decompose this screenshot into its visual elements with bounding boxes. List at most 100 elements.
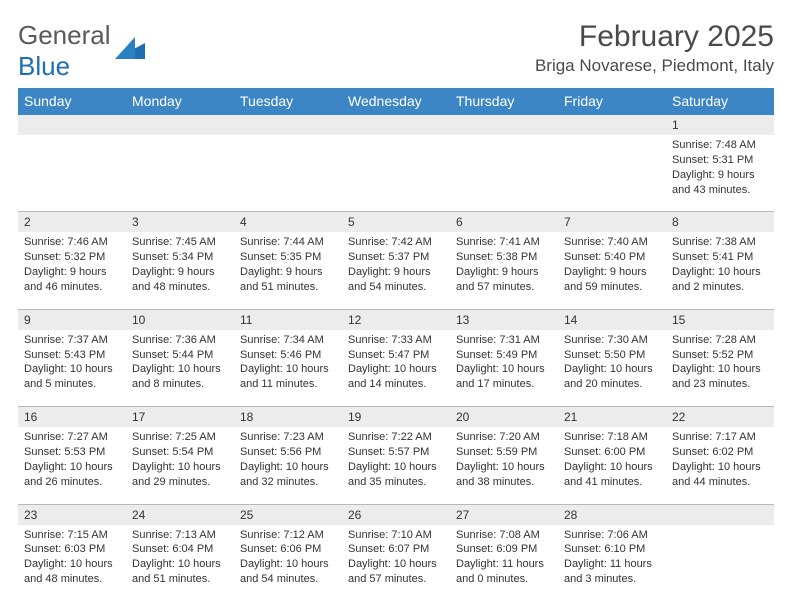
daylight-text: Daylight: 10 hours and 20 minutes. [564, 362, 660, 392]
sunset-text: Sunset: 5:46 PM [240, 348, 336, 363]
sunset-text: Sunset: 5:43 PM [24, 348, 120, 363]
day-number: 4 [234, 212, 342, 232]
calendar-cell [234, 115, 342, 212]
sunrise-text: Sunrise: 7:46 AM [24, 235, 120, 250]
calendar-cell: 11Sunrise: 7:34 AMSunset: 5:46 PMDayligh… [234, 309, 342, 406]
calendar-cell: 4Sunrise: 7:44 AMSunset: 5:35 PMDaylight… [234, 212, 342, 309]
day-number: 22 [666, 407, 774, 427]
day-body: Sunrise: 7:46 AMSunset: 5:32 PMDaylight:… [18, 232, 126, 308]
sunrise-text: Sunrise: 7:44 AM [240, 235, 336, 250]
daylight-text: Daylight: 10 hours and 32 minutes. [240, 460, 336, 490]
day-body: Sunrise: 7:34 AMSunset: 5:46 PMDaylight:… [234, 330, 342, 406]
day-number: 14 [558, 310, 666, 330]
daylight-text: Daylight: 10 hours and 5 minutes. [24, 362, 120, 392]
daylight-text: Daylight: 9 hours and 54 minutes. [348, 265, 444, 295]
day-number: 16 [18, 407, 126, 427]
daylight-text: Daylight: 9 hours and 51 minutes. [240, 265, 336, 295]
sunset-text: Sunset: 5:56 PM [240, 445, 336, 460]
sunrise-text: Sunrise: 7:34 AM [240, 333, 336, 348]
day-number: 26 [342, 505, 450, 525]
day-body: Sunrise: 7:15 AMSunset: 6:03 PMDaylight:… [18, 525, 126, 601]
day-body-empty [342, 135, 450, 191]
weekday-header: Saturday [666, 88, 774, 115]
sunset-text: Sunset: 5:35 PM [240, 250, 336, 265]
calendar-cell: 17Sunrise: 7:25 AMSunset: 5:54 PMDayligh… [126, 407, 234, 504]
day-number-empty [18, 115, 126, 135]
calendar-cell: 27Sunrise: 7:08 AMSunset: 6:09 PMDayligh… [450, 504, 558, 601]
day-body: Sunrise: 7:48 AMSunset: 5:31 PMDaylight:… [666, 135, 774, 211]
calendar-cell [342, 115, 450, 212]
day-body-empty [234, 135, 342, 191]
daylight-text: Daylight: 10 hours and 44 minutes. [672, 460, 768, 490]
calendar-cell: 18Sunrise: 7:23 AMSunset: 5:56 PMDayligh… [234, 407, 342, 504]
day-body: Sunrise: 7:31 AMSunset: 5:49 PMDaylight:… [450, 330, 558, 406]
sunrise-text: Sunrise: 7:33 AM [348, 333, 444, 348]
calendar-cell: 19Sunrise: 7:22 AMSunset: 5:57 PMDayligh… [342, 407, 450, 504]
calendar-cell: 5Sunrise: 7:42 AMSunset: 5:37 PMDaylight… [342, 212, 450, 309]
day-number: 3 [126, 212, 234, 232]
calendar-cell: 23Sunrise: 7:15 AMSunset: 6:03 PMDayligh… [18, 504, 126, 601]
day-body: Sunrise: 7:23 AMSunset: 5:56 PMDaylight:… [234, 427, 342, 503]
daylight-text: Daylight: 10 hours and 2 minutes. [672, 265, 768, 295]
sunrise-text: Sunrise: 7:36 AM [132, 333, 228, 348]
day-body: Sunrise: 7:42 AMSunset: 5:37 PMDaylight:… [342, 232, 450, 308]
day-body: Sunrise: 7:08 AMSunset: 6:09 PMDaylight:… [450, 525, 558, 601]
day-number-empty [234, 115, 342, 135]
day-number: 27 [450, 505, 558, 525]
day-body: Sunrise: 7:28 AMSunset: 5:52 PMDaylight:… [666, 330, 774, 406]
sunset-text: Sunset: 5:53 PM [24, 445, 120, 460]
calendar-table: SundayMondayTuesdayWednesdayThursdayFrid… [18, 88, 774, 601]
sunset-text: Sunset: 5:44 PM [132, 348, 228, 363]
daylight-text: Daylight: 9 hours and 48 minutes. [132, 265, 228, 295]
sunset-text: Sunset: 5:54 PM [132, 445, 228, 460]
sunrise-text: Sunrise: 7:18 AM [564, 430, 660, 445]
daylight-text: Daylight: 10 hours and 38 minutes. [456, 460, 552, 490]
daylight-text: Daylight: 10 hours and 26 minutes. [24, 460, 120, 490]
sunrise-text: Sunrise: 7:28 AM [672, 333, 768, 348]
calendar-cell: 8Sunrise: 7:38 AMSunset: 5:41 PMDaylight… [666, 212, 774, 309]
day-body: Sunrise: 7:37 AMSunset: 5:43 PMDaylight:… [18, 330, 126, 406]
day-body: Sunrise: 7:10 AMSunset: 6:07 PMDaylight:… [342, 525, 450, 601]
calendar-cell: 6Sunrise: 7:41 AMSunset: 5:38 PMDaylight… [450, 212, 558, 309]
daylight-text: Daylight: 10 hours and 17 minutes. [456, 362, 552, 392]
calendar-cell [126, 115, 234, 212]
calendar-cell: 13Sunrise: 7:31 AMSunset: 5:49 PMDayligh… [450, 309, 558, 406]
day-body: Sunrise: 7:30 AMSunset: 5:50 PMDaylight:… [558, 330, 666, 406]
sunset-text: Sunset: 5:59 PM [456, 445, 552, 460]
brand-text: General Blue [18, 20, 111, 82]
calendar-cell: 15Sunrise: 7:28 AMSunset: 5:52 PMDayligh… [666, 309, 774, 406]
weekday-header: Tuesday [234, 88, 342, 115]
calendar-cell: 1Sunrise: 7:48 AMSunset: 5:31 PMDaylight… [666, 115, 774, 212]
weekday-header: Monday [126, 88, 234, 115]
calendar-cell: 24Sunrise: 7:13 AMSunset: 6:04 PMDayligh… [126, 504, 234, 601]
brand-logo: General Blue [18, 20, 145, 82]
calendar-week-row: 16Sunrise: 7:27 AMSunset: 5:53 PMDayligh… [18, 407, 774, 504]
daylight-text: Daylight: 10 hours and 48 minutes. [24, 557, 120, 587]
sunset-text: Sunset: 5:47 PM [348, 348, 444, 363]
calendar-cell: 7Sunrise: 7:40 AMSunset: 5:40 PMDaylight… [558, 212, 666, 309]
location-subtitle: Briga Novarese, Piedmont, Italy [535, 56, 774, 76]
day-number: 1 [666, 115, 774, 135]
day-number: 9 [18, 310, 126, 330]
sunset-text: Sunset: 5:34 PM [132, 250, 228, 265]
day-body: Sunrise: 7:44 AMSunset: 5:35 PMDaylight:… [234, 232, 342, 308]
sunrise-text: Sunrise: 7:48 AM [672, 138, 768, 153]
weekday-header: Sunday [18, 88, 126, 115]
day-number: 18 [234, 407, 342, 427]
day-body-empty [558, 135, 666, 191]
day-body: Sunrise: 7:18 AMSunset: 6:00 PMDaylight:… [558, 427, 666, 503]
sunrise-text: Sunrise: 7:30 AM [564, 333, 660, 348]
sunset-text: Sunset: 5:41 PM [672, 250, 768, 265]
day-body: Sunrise: 7:20 AMSunset: 5:59 PMDaylight:… [450, 427, 558, 503]
sunrise-text: Sunrise: 7:27 AM [24, 430, 120, 445]
day-body: Sunrise: 7:33 AMSunset: 5:47 PMDaylight:… [342, 330, 450, 406]
sunset-text: Sunset: 5:31 PM [672, 153, 768, 168]
sunrise-text: Sunrise: 7:41 AM [456, 235, 552, 250]
sunrise-text: Sunrise: 7:23 AM [240, 430, 336, 445]
sunrise-text: Sunrise: 7:38 AM [672, 235, 768, 250]
sunset-text: Sunset: 6:10 PM [564, 542, 660, 557]
day-number: 7 [558, 212, 666, 232]
sunrise-text: Sunrise: 7:22 AM [348, 430, 444, 445]
day-number: 21 [558, 407, 666, 427]
calendar-week-row: 23Sunrise: 7:15 AMSunset: 6:03 PMDayligh… [18, 504, 774, 601]
